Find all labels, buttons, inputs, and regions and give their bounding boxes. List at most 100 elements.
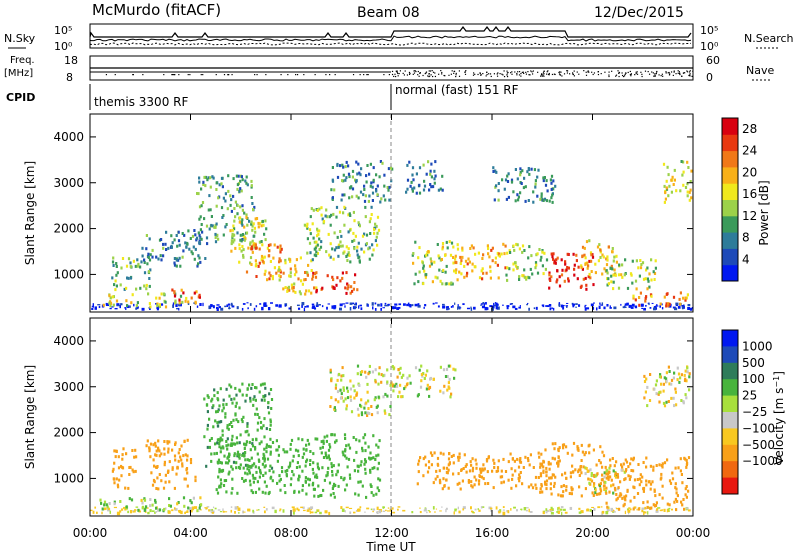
- data-cell: [391, 167, 394, 171]
- data-cell: [131, 468, 134, 472]
- data-cell: [264, 491, 267, 495]
- data-cell: [200, 187, 203, 191]
- data-cell: [219, 387, 222, 391]
- colorbar-frame: [721, 329, 739, 495]
- ground-cell: [626, 508, 630, 511]
- ground-cell: [98, 305, 101, 309]
- nave-dot: [227, 74, 229, 76]
- data-cell: [529, 453, 532, 457]
- ground-cell: [633, 506, 637, 509]
- ground-cell: [119, 510, 122, 513]
- nave-dot: [688, 74, 690, 77]
- data-cell: [316, 209, 319, 212]
- data-cell: [289, 267, 292, 271]
- ground-cell: [249, 303, 252, 306]
- nave-dot: [511, 73, 513, 75]
- ground-cell: [340, 506, 343, 510]
- ground-cell: [417, 303, 420, 306]
- data-cell: [592, 473, 596, 477]
- data-cell: [534, 261, 538, 265]
- ground-cell: [397, 506, 401, 508]
- data-cell: [375, 492, 378, 496]
- data-cell: [154, 453, 157, 457]
- data-cell: [336, 390, 340, 394]
- data-cell: [262, 456, 265, 460]
- colorbar-swatch: [722, 166, 738, 184]
- data-cell: [210, 223, 213, 227]
- colorbar-frame: [721, 117, 739, 282]
- nave-dot: [604, 71, 606, 73]
- data-cell: [197, 295, 200, 299]
- data-cell: [284, 261, 287, 265]
- ground-cell: [411, 511, 414, 514]
- nave-dot: [559, 74, 562, 76]
- data-cell: [534, 266, 537, 270]
- data-cell: [320, 451, 323, 455]
- ground-cell: [480, 303, 484, 305]
- data-cell: [550, 275, 553, 279]
- data-cell: [353, 469, 356, 473]
- data-cell: [187, 229, 190, 233]
- data-cell: [253, 462, 256, 466]
- data-cell: [516, 243, 519, 247]
- data-cell: [681, 481, 684, 485]
- data-cell: [316, 462, 319, 466]
- data-cell: [224, 479, 228, 482]
- ground-cell: [428, 511, 431, 513]
- data-cell: [548, 199, 551, 203]
- data-cell: [625, 468, 628, 471]
- data-cell: [155, 296, 158, 300]
- data-cell: [603, 475, 606, 479]
- data-cell: [609, 464, 612, 468]
- data-cell: [239, 216, 242, 220]
- data-cell: [305, 492, 308, 496]
- data-cell: [587, 275, 590, 279]
- data-cell: [550, 252, 553, 256]
- data-cell: [609, 475, 612, 479]
- data-cell: [666, 458, 669, 462]
- data-cell: [631, 281, 634, 285]
- data-cell: [315, 250, 318, 254]
- data-cell: [164, 473, 167, 477]
- data-cell: [290, 438, 294, 442]
- freq-panel: Freq. [MHz] 18 8 60 0 Nave: [4, 54, 774, 84]
- ground-cell: [457, 506, 459, 510]
- data-cell: [463, 453, 466, 457]
- data-cell: [686, 370, 689, 374]
- data-cell: [579, 468, 582, 472]
- data-cell: [237, 420, 240, 424]
- data-cell: [483, 467, 486, 471]
- data-cell: [377, 477, 380, 481]
- data-cell: [540, 462, 544, 466]
- data-cell: [230, 249, 233, 253]
- data-cell: [519, 460, 523, 464]
- data-cell: [646, 505, 649, 509]
- ground-cell: [482, 302, 485, 304]
- ground-cell: [687, 306, 691, 311]
- ground-cell: [423, 306, 425, 309]
- nave-dot: [635, 72, 637, 75]
- ground-cell: [525, 509, 528, 512]
- nave-dot: [440, 70, 442, 72]
- data-cell: [160, 238, 163, 241]
- ground-cell: [578, 304, 581, 307]
- ground-cell: [496, 303, 499, 306]
- data-cell: [601, 253, 604, 257]
- data-cell: [369, 184, 372, 188]
- ground-cell: [513, 506, 516, 509]
- data-cell: [462, 467, 465, 470]
- data-cell: [220, 420, 223, 424]
- nave-dot: [432, 75, 434, 78]
- ground-cell: [624, 306, 627, 308]
- data-cell: [194, 300, 197, 304]
- data-cell: [261, 490, 264, 494]
- data-cell: [358, 259, 361, 263]
- data-cell: [222, 403, 225, 407]
- data-cell: [155, 506, 158, 510]
- data-cell: [183, 233, 186, 237]
- data-cell: [125, 505, 128, 509]
- data-cell: [206, 445, 209, 449]
- data-cell: [236, 204, 239, 207]
- data-cell: [540, 452, 543, 456]
